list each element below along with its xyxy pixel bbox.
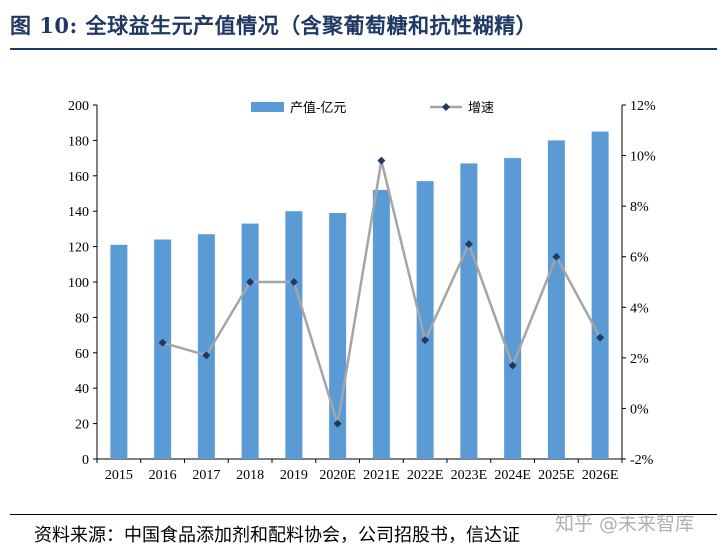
left-y-tick-label: 60 xyxy=(75,347,89,362)
x-tick-label: 2020E xyxy=(319,468,356,483)
left-y-tick-label: 120 xyxy=(68,241,89,256)
growth-point xyxy=(596,333,605,342)
growth-point xyxy=(552,252,561,261)
left-y-tick-label: 20 xyxy=(75,418,89,433)
growth-point xyxy=(158,338,167,347)
bar xyxy=(110,244,128,459)
x-tick-label: 2025E xyxy=(538,468,575,483)
bar xyxy=(547,140,565,459)
bar xyxy=(241,223,259,459)
x-tick-label: 2015 xyxy=(105,468,133,483)
growth-point xyxy=(246,278,255,286)
chart-canvas: 0 20 40 60 80 100 120 140 160 180 200 -2% 0% 2% 4% 6% 8%… xyxy=(68,99,656,483)
x-tick-label: 2016 xyxy=(149,468,177,483)
bar xyxy=(416,181,434,460)
x-tick-label: 2023E xyxy=(451,468,488,483)
plot-area: 0 20 40 60 80 100 120 140 160 180 200 -2% 0% 2% 4% 6% 8%… xyxy=(68,99,656,483)
bar xyxy=(372,189,390,459)
chart-title: 图 10: 全球益生元产值情况（含聚葡萄糖和抗性糊精） xyxy=(10,13,538,38)
right-y-tick-label: 8% xyxy=(630,200,649,215)
left-y-tick-label: 160 xyxy=(68,170,89,185)
bar xyxy=(504,158,522,459)
x-tick-label: 2022E xyxy=(407,468,444,483)
x-tick-label: 2026E xyxy=(582,468,619,483)
right-y-tick-label: 6% xyxy=(630,251,649,266)
right-y-tick-label: 12% xyxy=(630,99,656,114)
bar xyxy=(197,234,215,459)
x-tick-label: 2021E xyxy=(363,468,400,483)
x-tick-label: 2018 xyxy=(236,468,264,483)
right-y-tick-label: 0% xyxy=(630,402,649,417)
bar xyxy=(591,131,609,460)
right-y-tick-label: -2% xyxy=(630,453,654,468)
left-y-tick-label: 140 xyxy=(68,205,89,220)
source-divider xyxy=(10,514,717,515)
title-underline xyxy=(10,48,717,50)
growth-point xyxy=(202,351,211,360)
growth-point xyxy=(508,361,517,370)
left-y-tick-label: 0 xyxy=(82,453,89,468)
right-y-tick-label: 2% xyxy=(630,352,649,367)
right-y-tick-label: 10% xyxy=(630,150,656,165)
left-y-tick-label: 80 xyxy=(75,311,89,326)
growth-point xyxy=(333,419,342,428)
right-y-tick-label: 4% xyxy=(630,301,649,316)
left-y-tick-label: 200 xyxy=(68,99,89,114)
x-tick-label: 2019 xyxy=(280,468,308,483)
watermark: 知乎 @未来智库 xyxy=(555,513,695,535)
legend-swatch-marker xyxy=(442,103,450,111)
growth-point xyxy=(421,336,430,345)
left-y-tick-label: 180 xyxy=(68,134,89,149)
bar xyxy=(154,239,172,459)
source-note: 资料来源：中国食品添加剂和配料协会，公司招股书，信达证 xyxy=(34,525,520,546)
growth-point xyxy=(377,156,386,165)
x-tick-label: 2024E xyxy=(494,468,531,483)
growth-point xyxy=(464,240,473,249)
growth-point xyxy=(289,278,298,286)
bar xyxy=(285,211,303,459)
left-y-tick-label: 40 xyxy=(75,382,89,397)
x-tick-label: 2017 xyxy=(192,468,220,483)
left-y-tick-label: 100 xyxy=(68,276,89,291)
legend-label-line: 增速 xyxy=(468,101,494,116)
legend-swatch-bar xyxy=(251,102,284,112)
legend-label-bar: 产值-亿元 xyxy=(290,100,346,116)
bar xyxy=(460,163,478,459)
